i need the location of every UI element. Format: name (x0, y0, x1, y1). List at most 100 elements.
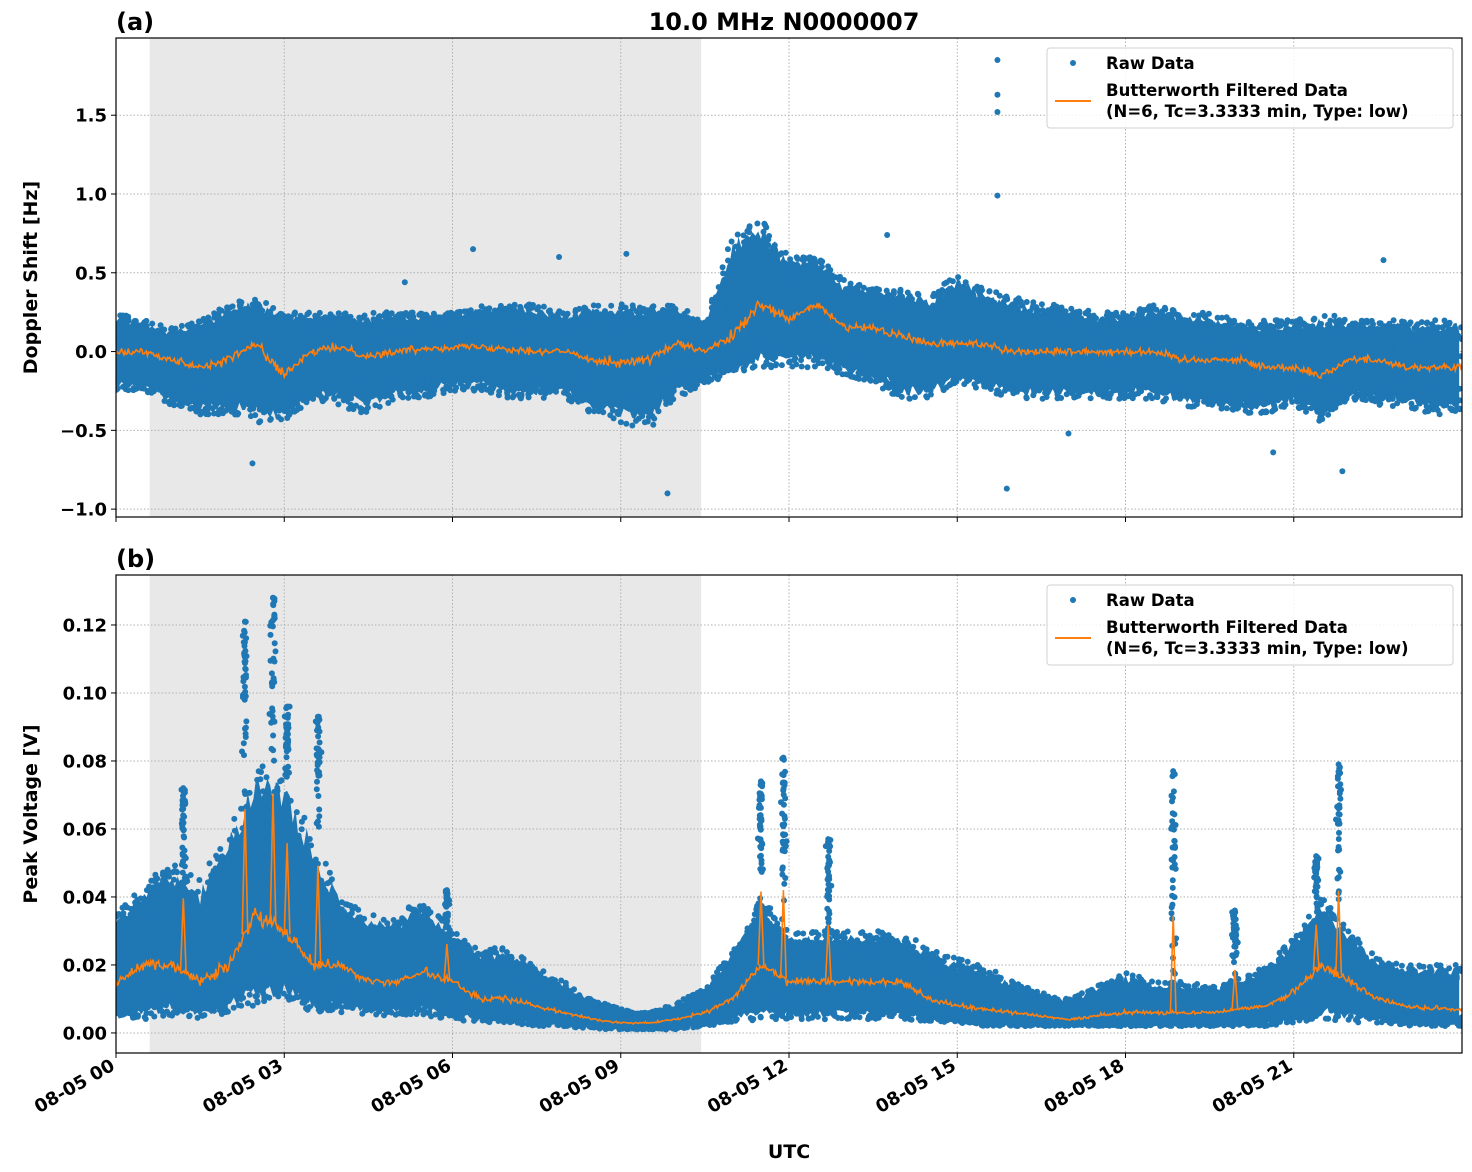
raw-data-point (854, 286, 861, 293)
raw-data-point (836, 275, 843, 282)
raw-data-point (670, 387, 677, 394)
raw-data-point (144, 338, 151, 345)
raw-data-point (353, 324, 360, 331)
raw-data-point (720, 366, 727, 373)
raw-data-point (612, 389, 619, 396)
raw-data-point (381, 322, 388, 329)
raw-data-point (506, 303, 513, 310)
raw-data-point (578, 313, 585, 320)
raw-data-point (808, 331, 815, 338)
raw-data-point (495, 353, 502, 360)
raw-data-point (440, 317, 447, 324)
raw-data-point (608, 302, 615, 309)
raw-data-point (125, 373, 132, 380)
raw-data-point (916, 297, 923, 304)
raw-data-point (546, 307, 553, 314)
raw-data-point (1352, 394, 1359, 401)
raw-data-point (379, 385, 386, 392)
raw-data-point (1128, 368, 1135, 375)
raw-data-point (948, 372, 955, 379)
raw-data-point (277, 404, 284, 411)
raw-data-point (330, 318, 336, 325)
raw-data-point (297, 312, 304, 319)
raw-data-point (760, 228, 767, 235)
raw-data-point (746, 241, 753, 247)
raw-data-point (556, 321, 563, 328)
raw-data-point (594, 379, 601, 386)
raw-data-point (522, 371, 529, 378)
raw-data-point (805, 327, 812, 334)
raw-data-point (426, 364, 433, 370)
raw-data-point (1003, 330, 1010, 337)
raw-data-point (976, 296, 983, 303)
raw-data-point (824, 989, 831, 996)
raw-data-point (1328, 330, 1335, 337)
raw-data-point (601, 310, 607, 317)
raw-data-outlier (994, 109, 1001, 116)
raw-data-point (240, 994, 247, 1001)
raw-data-point (779, 984, 786, 991)
raw-data-point (875, 286, 882, 293)
raw-data-point (294, 406, 301, 413)
raw-data-point (120, 383, 126, 390)
raw-data-point (1093, 315, 1099, 322)
raw-data-point (1118, 360, 1125, 367)
raw-data-point (915, 312, 922, 319)
raw-data-point (1458, 324, 1462, 331)
raw-data-point (316, 309, 323, 316)
raw-data-point (1174, 319, 1181, 326)
raw-data-point (1057, 341, 1064, 348)
raw-data-point (149, 320, 156, 327)
raw-data-point (529, 359, 536, 366)
raw-data-point (487, 362, 494, 368)
raw-data-point (1100, 333, 1106, 340)
raw-data-point (587, 350, 594, 357)
raw-data-point (846, 290, 853, 297)
raw-data-point (909, 315, 916, 322)
raw-data-point (1087, 344, 1094, 351)
raw-data-point (939, 349, 946, 356)
raw-data-point (851, 313, 858, 320)
raw-data-point (1318, 920, 1325, 927)
raw-data-point (886, 304, 893, 311)
raw-data-point (343, 315, 350, 322)
raw-data-point (324, 382, 331, 389)
raw-data-point (372, 321, 378, 328)
raw-data-point (892, 358, 899, 365)
raw-data-point (597, 314, 604, 321)
raw-data-point (1134, 375, 1141, 382)
raw-data-point (1214, 314, 1221, 321)
raw-data-point (1432, 317, 1439, 324)
raw-data-point (1012, 365, 1019, 372)
raw-data-point (673, 376, 680, 383)
raw-data-point (1217, 323, 1224, 330)
raw-data-point (370, 309, 377, 316)
raw-data-point (1196, 387, 1202, 394)
raw-data-point (1428, 378, 1435, 385)
raw-data-point (480, 352, 487, 359)
raw-data-point (135, 933, 142, 940)
raw-data-point (574, 382, 581, 389)
raw-data-point (1272, 376, 1279, 383)
raw-data-point (1113, 309, 1120, 316)
raw-data-point (376, 403, 383, 410)
raw-data-point (185, 390, 192, 397)
raw-data-point (1202, 372, 1209, 379)
raw-data-point (175, 332, 182, 339)
raw-data-point (577, 374, 584, 381)
raw-data-point (288, 346, 295, 353)
raw-data-point (259, 763, 266, 770)
raw-data-point (1097, 1006, 1104, 1013)
raw-data-point (772, 362, 779, 369)
raw-data-point (1072, 321, 1079, 328)
raw-data-point (1363, 326, 1370, 333)
raw-data-point (591, 389, 598, 396)
raw-data-point (1128, 388, 1135, 395)
raw-data-point (1052, 383, 1059, 390)
raw-data-point (663, 401, 670, 407)
raw-data-point (308, 332, 315, 338)
raw-data-point (1377, 330, 1384, 337)
raw-data-point (797, 321, 804, 328)
raw-data-point (778, 362, 785, 369)
raw-data-point (1274, 334, 1281, 341)
